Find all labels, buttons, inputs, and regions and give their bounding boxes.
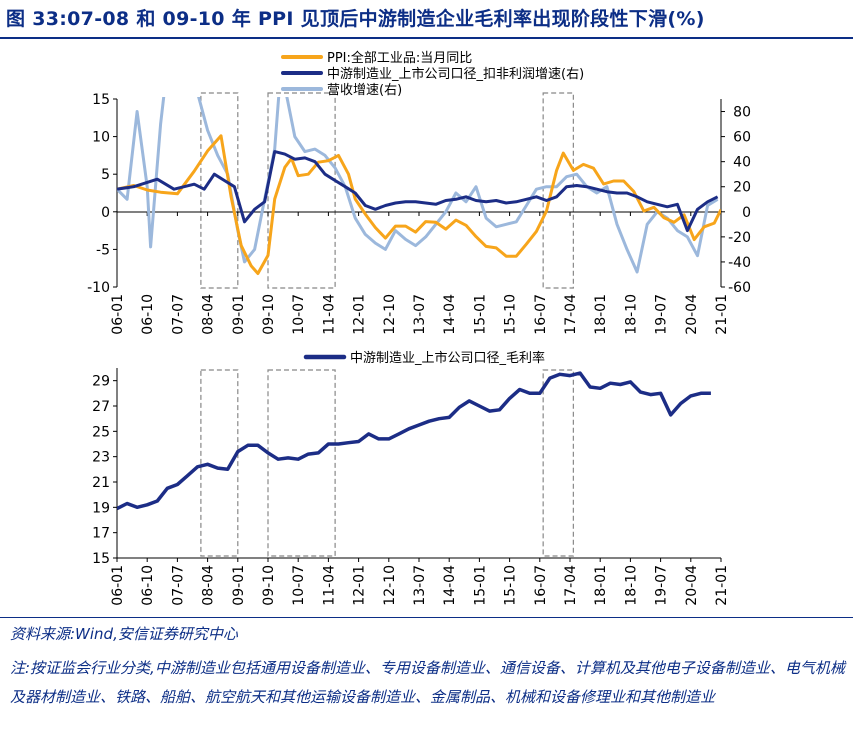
y-tick-label-left: 10 [92, 130, 110, 146]
x-tick-label: 19-07 [654, 294, 670, 335]
x-tick-label: 13-07 [412, 565, 428, 606]
series-line [117, 371, 711, 511]
axes: 15 17 19 21 23 25 27 29 06-01 06-10 07-07 08-04 09-0… [92, 368, 730, 606]
shaded-period-box [267, 369, 336, 557]
x-tick-label: 12-01 [352, 565, 368, 606]
x-tick-label: 12-01 [352, 294, 368, 335]
y-tick-label-left: 27 [92, 399, 110, 415]
y-tick-label-left: 19 [92, 500, 110, 516]
x-tick-label: 15-01 [472, 294, 488, 335]
y-tick-label-right: 20 [733, 180, 751, 196]
title-rule [0, 37, 853, 39]
y-tick-label-left: -10 [87, 280, 110, 296]
x-tick-label: 18-01 [593, 565, 609, 606]
y-tick-label-right: 80 [733, 105, 751, 121]
x-tick-label: 19-07 [654, 565, 670, 606]
y-tick-label-left: 17 [92, 526, 110, 542]
series-line [117, 134, 721, 275]
y-tick-label-left: 23 [92, 450, 110, 466]
source-rule [0, 617, 853, 618]
series-lines [117, 371, 711, 511]
x-tick-label: 17-04 [563, 565, 579, 606]
shaded-period-boxes [200, 369, 574, 557]
chart-bottom: 15 17 19 21 23 25 27 29 06-01 06-10 07-07 08-04 09-0… [92, 350, 730, 606]
source-note: 资料来源:Wind,安信证券研究中心 [10, 625, 238, 643]
x-tick-label: 14-04 [442, 565, 458, 606]
x-tick-label: 10-07 [291, 565, 307, 606]
y-tick-label-left: 15 [92, 92, 110, 108]
x-tick-label: 09-01 [231, 294, 247, 335]
legend: PPI:全部工业品:当月同比中游制造业_上市公司口径_扣非利润增速(右)营收增速… [281, 50, 584, 98]
y-tick-label-left: 5 [101, 167, 110, 183]
y-tick-label-left: 21 [92, 475, 110, 491]
x-tick-label: 21-01 [714, 565, 730, 606]
x-tick-label: 17-04 [563, 294, 579, 335]
shaded-period-box [542, 369, 574, 557]
x-tick-label: 08-04 [201, 565, 217, 606]
x-tick-label: 21-01 [714, 294, 730, 335]
legend-label: 中游制造业_上市公司口径_扣非利润增速(右) [327, 66, 584, 82]
x-tick-label: 15-01 [472, 565, 488, 606]
x-tick-label: 06-10 [140, 565, 156, 606]
y-tick-label-right: 60 [733, 130, 751, 146]
charts-canvas: -10 -5 0 5 10 15 -60 -40 -20 0 20 40 60 80 06-01 06-10 0… [87, 50, 751, 606]
y-tick-label-right: -20 [728, 230, 751, 246]
chart-top: -10 -5 0 5 10 15 -60 -40 -20 0 20 40 60 80 06-01 06-10 0… [87, 50, 751, 335]
x-tick-label: 06-01 [110, 565, 126, 606]
x-tick-label: 07-07 [170, 294, 186, 335]
x-tick-label: 13-07 [412, 294, 428, 335]
y-tick-label-right: 0 [742, 205, 751, 221]
axes: -10 -5 0 5 10 15 -60 -40 -20 0 20 40 60 80 06-01 06-10 0… [87, 92, 751, 335]
x-tick-label: 09-10 [261, 565, 277, 606]
shaded-period-box [200, 92, 239, 289]
legend: 中游制造业_上市公司口径_毛利率 [303, 350, 545, 366]
x-tick-label: 09-01 [231, 565, 247, 606]
y-tick-label-left: 25 [92, 424, 110, 440]
x-tick-label: 12-10 [382, 565, 398, 606]
y-tick-label-left: 15 [92, 551, 110, 567]
x-tick-label: 16-07 [533, 565, 549, 606]
x-tick-label: 18-10 [623, 565, 639, 606]
series-line [117, 97, 719, 274]
y-tick-label-right: 40 [733, 155, 751, 171]
x-tick-label: 11-04 [321, 294, 337, 335]
x-tick-label: 18-10 [623, 294, 639, 335]
x-tick-label: 11-04 [321, 565, 337, 606]
series-lines [117, 97, 721, 275]
y-tick-label-left: -5 [96, 242, 110, 258]
y-tick-label-left: 29 [92, 374, 110, 390]
x-tick-label: 15-10 [503, 294, 519, 335]
x-tick-label: 06-01 [110, 294, 126, 335]
y-tick-label-right: -40 [728, 255, 751, 271]
x-tick-label: 10-07 [291, 294, 307, 335]
legend-label: 中游制造业_上市公司口径_毛利率 [350, 350, 545, 366]
figure-title: 图 33:07-08 和 09-10 年 PPI 见顶后中游制造企业毛利率出现阶… [6, 8, 705, 30]
x-tick-label: 18-01 [593, 294, 609, 335]
x-tick-label: 20-04 [684, 294, 700, 335]
x-tick-label: 15-10 [503, 565, 519, 606]
series-line [117, 150, 719, 233]
x-tick-label: 08-04 [201, 294, 217, 335]
shaded-period-box [542, 92, 574, 289]
x-tick-label: 12-10 [382, 294, 398, 335]
legend-label: PPI:全部工业品:当月同比 [327, 50, 472, 66]
x-tick-label: 16-07 [533, 294, 549, 335]
x-tick-label: 20-04 [684, 565, 700, 606]
shaded-period-boxes [200, 92, 574, 289]
legend-label: 营收增速(右) [327, 83, 402, 98]
x-tick-label: 06-10 [140, 294, 156, 335]
y-tick-label-left: 0 [101, 205, 110, 221]
x-tick-label: 09-10 [261, 294, 277, 335]
x-tick-label: 07-07 [170, 565, 186, 606]
x-tick-label: 14-04 [442, 294, 458, 335]
shaded-period-box [200, 369, 239, 557]
footnote: 注:按证监会行业分类,中游制造业包括通用设备制造业、专用设备制造业、通信设备、计… [10, 659, 845, 706]
y-tick-label-right: -60 [728, 280, 751, 296]
